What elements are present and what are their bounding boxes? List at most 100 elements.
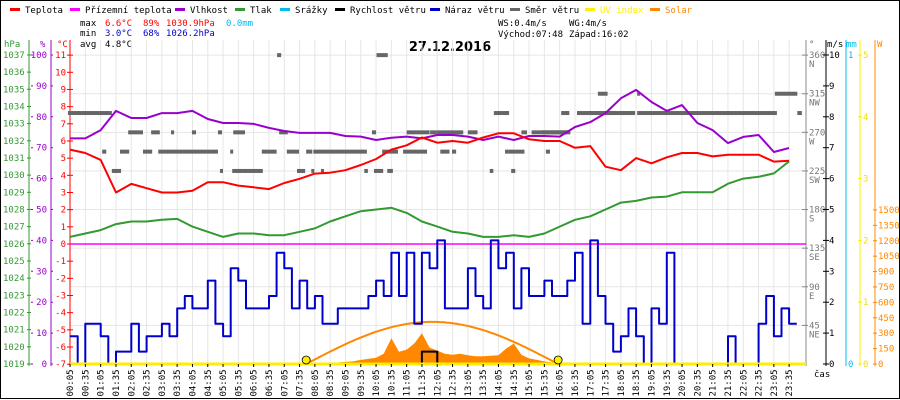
solar-tick-label: 600 [878, 298, 894, 308]
wind-gust-line [70, 239, 797, 365]
unit-hpa: hPa [4, 40, 20, 50]
legend: Teplota Přízemní teplota Vlhkost Tlak Srážky… [10, 6, 693, 16]
pressure-tick-label: 1020 [3, 343, 25, 353]
x-axis-title: čas [814, 369, 830, 380]
x-tick-label: 18:35 [632, 369, 642, 396]
x-tick-label: 22:35 [755, 369, 765, 396]
stats-min-pressure: 1026.2hPa [166, 29, 215, 39]
wind-direction-mark [440, 149, 450, 154]
wind-direction-mark [371, 130, 377, 135]
humidity-line [70, 88, 790, 153]
wind-direction-mark [403, 149, 428, 154]
pressure-tick-label: 1034 [3, 102, 25, 112]
axis-units: hPa % °C ° m/s mm W [4, 40, 883, 50]
pressure-tick-label: 1036 [3, 68, 25, 78]
x-tick-label: 01:05 [97, 369, 107, 396]
legend-label: Směr větru [525, 6, 579, 16]
wind-direction-tick-label: 90 [809, 283, 820, 293]
stats-max-label: max [80, 19, 97, 29]
pressure-tick-label: 1024 [3, 274, 25, 284]
x-tick-label: 14:35 [510, 369, 520, 396]
x-tick-label: 11:35 [418, 369, 428, 396]
wind-direction-mark [452, 149, 457, 154]
solar-tick-label: 1350 [878, 221, 900, 231]
legend-label: Rychlost větru [350, 6, 426, 16]
stats-block: max 6.6°C 89% 1030.9hPa 0.0mm min 3.0°C … [80, 19, 629, 50]
temperature-tick-label: 6 [61, 137, 66, 147]
x-tick-label: 17:35 [602, 369, 612, 396]
temperature-tick-label: -4 [55, 309, 66, 319]
x-tick-label: 20:05 [678, 369, 688, 396]
solar-tick-label: 450 [878, 314, 894, 324]
humidity-tick-label: 100 [31, 51, 47, 61]
humidity-tick-label: 30 [36, 267, 47, 277]
temperature-tick-label: 9 [61, 85, 66, 95]
solar-tick-label: 1200 [878, 237, 900, 247]
pressure-tick-label: 1025 [3, 257, 25, 267]
x-tick-label: 21:35 [724, 369, 734, 396]
x-tick-label: 00:05 [66, 369, 76, 396]
humidity-tick-label: 90 [36, 82, 47, 92]
temperature-tick-label: 3 [61, 188, 66, 198]
uv-tick-label: 4 [863, 113, 868, 123]
solar-tick-label: 0 [878, 360, 883, 370]
wind-direction-mark [587, 111, 592, 116]
pressure-tick-label: 1033 [3, 120, 25, 130]
x-tick-label: 05:05 [219, 369, 229, 396]
wind-speed-tick-label: 9 [829, 82, 834, 92]
x-tick-label: 23:35 [785, 369, 795, 396]
legend-label: Solar [665, 6, 693, 16]
wind-direction-mark [545, 149, 550, 154]
legend-swatch [280, 8, 290, 11]
temperature-line [69, 132, 790, 194]
wind-speed-tick-label: 10 [829, 51, 840, 61]
humidity-tick-label: 40 [36, 236, 47, 246]
stats-max-humidity: 89% [143, 19, 160, 29]
x-tick-label: 07:35 [296, 369, 306, 396]
wind-direction-mark [382, 149, 398, 154]
temperature-tick-label: -5 [55, 326, 66, 336]
wind-speed-tick-label: 7 [829, 144, 834, 154]
x-tick-label: 15:05 [525, 369, 535, 396]
wind-direction-tick-label: 315 [809, 90, 825, 100]
solar-tick-label: 900 [878, 268, 894, 278]
humidity-tick-label: 20 [36, 298, 47, 308]
stats-sunset: Západ:16:02 [569, 30, 629, 40]
pressure-tick-label: 1027 [3, 223, 25, 233]
wind-direction-mark [406, 130, 430, 135]
x-tick-label: 04:35 [204, 369, 214, 396]
x-tick-label: 13:35 [479, 369, 489, 396]
x-tick-label: 10:05 [372, 369, 382, 396]
stats-rain: 0.0mm [226, 19, 253, 29]
stats-max-pressure: 1030.9hPa [166, 19, 215, 29]
unit-celsius: °C [57, 40, 68, 50]
pressure-tick-label: 1019 [3, 360, 25, 370]
temperature-tick-label: -2 [55, 274, 66, 284]
uv-tick-label: 3 [863, 175, 868, 185]
wind-direction-mark [158, 149, 218, 154]
legend-swatch [335, 8, 345, 11]
legend-swatch [175, 8, 185, 11]
legend-swatch [430, 8, 440, 11]
temperature-tick-label: -6 [55, 343, 66, 353]
legend-swatch [235, 8, 245, 11]
legend-label: Vlhkost [190, 6, 228, 16]
x-tick-label: 03:05 [158, 369, 168, 396]
x-tick-label: 21:05 [709, 369, 719, 396]
wind-direction-mark [376, 53, 388, 58]
wind-direction-mark [311, 168, 315, 173]
stats-avg-temp: 4.8°C [105, 40, 132, 50]
legend-swatch [70, 8, 80, 11]
wind-direction-mark [306, 149, 313, 154]
wind-direction-tick-label: 225 [809, 167, 825, 177]
wind-direction-tick-label: 180 [809, 206, 825, 216]
rain-tick-label: 0 [848, 360, 853, 370]
x-tick-label: 09:05 [341, 369, 351, 396]
x-tick-label: 15:35 [540, 369, 550, 396]
x-tick-label: 11:05 [403, 369, 413, 396]
humidity-tick-label: 60 [36, 175, 47, 185]
stats-min-label: min [80, 29, 96, 39]
pressure-tick-label: 1028 [3, 205, 25, 215]
wind-direction-mark [521, 130, 528, 135]
wind-direction-mark [151, 130, 160, 135]
